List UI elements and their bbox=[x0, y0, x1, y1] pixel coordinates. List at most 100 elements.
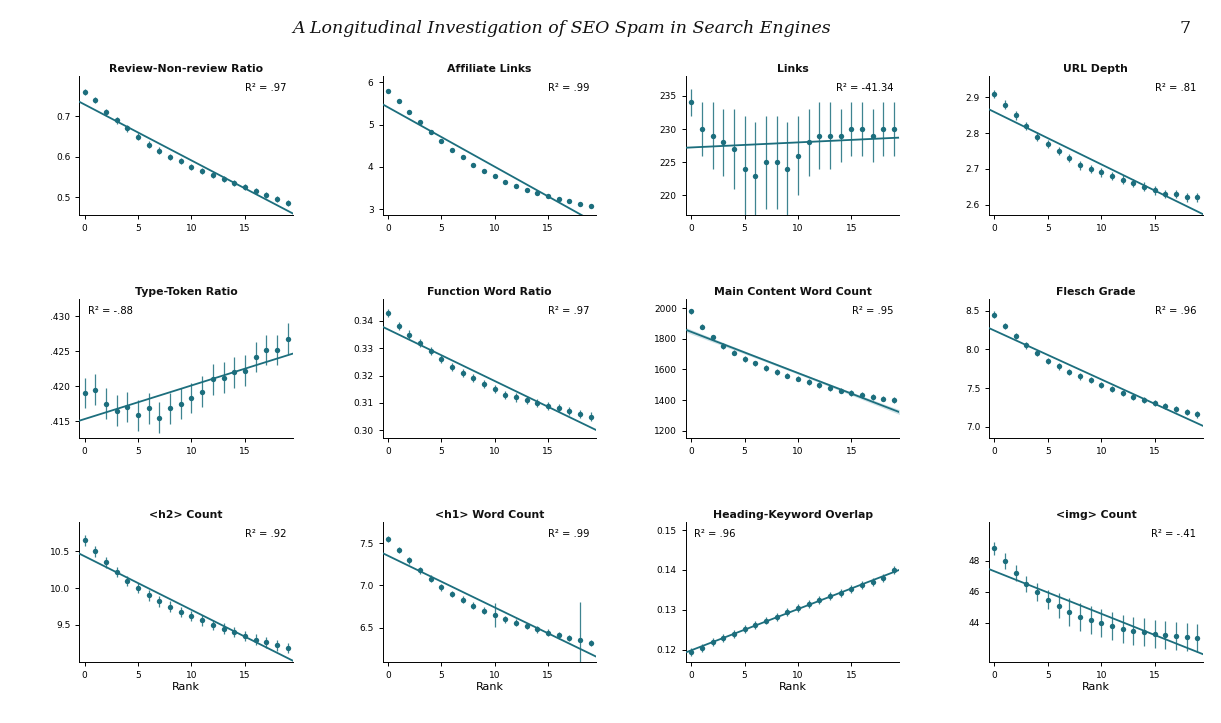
Text: R² = .96: R² = .96 bbox=[695, 529, 736, 539]
Title: <h1> Word Count: <h1> Word Count bbox=[435, 510, 545, 520]
Point bbox=[703, 637, 723, 649]
Point bbox=[245, 185, 265, 197]
Point bbox=[1145, 397, 1165, 408]
Point bbox=[735, 623, 755, 635]
Point bbox=[884, 564, 904, 576]
Point bbox=[527, 187, 547, 199]
Point bbox=[236, 181, 255, 193]
Point bbox=[388, 320, 408, 332]
Point bbox=[453, 367, 473, 379]
Point bbox=[117, 401, 137, 413]
Point bbox=[852, 390, 872, 401]
Point bbox=[442, 588, 462, 599]
Point bbox=[756, 362, 775, 374]
Point bbox=[799, 599, 818, 610]
Point bbox=[821, 591, 840, 602]
Title: Type-Token Ratio: Type-Token Ratio bbox=[134, 287, 238, 297]
Point bbox=[507, 392, 526, 403]
Point bbox=[1060, 153, 1079, 164]
Point bbox=[464, 159, 484, 171]
Point bbox=[778, 607, 797, 618]
Point bbox=[1103, 620, 1122, 632]
Point bbox=[884, 123, 904, 134]
Point bbox=[1177, 192, 1197, 203]
Point bbox=[1049, 145, 1068, 157]
Point bbox=[863, 576, 883, 588]
Point bbox=[256, 637, 276, 649]
Point bbox=[107, 405, 127, 416]
Point bbox=[756, 615, 775, 626]
Point bbox=[789, 150, 808, 161]
Point bbox=[581, 637, 601, 649]
Point bbox=[1177, 406, 1197, 418]
Point bbox=[107, 566, 127, 578]
Point bbox=[245, 634, 265, 646]
Point bbox=[139, 403, 159, 414]
Point bbox=[453, 152, 473, 163]
Title: Links: Links bbox=[777, 64, 808, 74]
Point bbox=[570, 635, 590, 646]
Point bbox=[507, 617, 526, 628]
Text: R² = .96: R² = .96 bbox=[1155, 306, 1197, 316]
Point bbox=[810, 130, 829, 142]
Point bbox=[245, 351, 265, 363]
Point bbox=[117, 123, 137, 134]
Point bbox=[832, 385, 851, 396]
Title: Review-Non-review Ratio: Review-Non-review Ratio bbox=[109, 64, 264, 74]
Point bbox=[1038, 594, 1057, 605]
Point bbox=[74, 535, 94, 547]
Point bbox=[767, 366, 786, 377]
Point bbox=[995, 555, 1015, 567]
Point bbox=[778, 163, 797, 175]
Text: R² = -41.34: R² = -41.34 bbox=[835, 83, 893, 93]
Point bbox=[746, 619, 766, 630]
Point bbox=[832, 587, 851, 599]
Point bbox=[193, 615, 212, 626]
Point bbox=[884, 394, 904, 406]
Point bbox=[485, 171, 504, 182]
Title: <img> Count: <img> Count bbox=[1055, 510, 1137, 520]
Point bbox=[527, 624, 547, 636]
Point bbox=[549, 630, 569, 641]
Point bbox=[1166, 188, 1186, 200]
Point bbox=[496, 176, 515, 187]
Point bbox=[1092, 617, 1111, 628]
Point bbox=[692, 642, 712, 654]
Title: Affiliate Links: Affiliate Links bbox=[447, 64, 531, 74]
Text: R² = -.41: R² = -.41 bbox=[1151, 529, 1197, 539]
Point bbox=[474, 605, 493, 617]
Point bbox=[756, 156, 775, 168]
Point bbox=[559, 406, 579, 417]
Point bbox=[85, 95, 105, 106]
Point bbox=[464, 372, 484, 384]
Point bbox=[874, 573, 894, 584]
Point bbox=[832, 130, 851, 142]
Point bbox=[193, 386, 212, 398]
Point bbox=[171, 155, 190, 166]
Title: Main Content Word Count: Main Content Word Count bbox=[714, 287, 872, 297]
Text: A Longitudinal Investigation of SEO Spam in Search Engines: A Longitudinal Investigation of SEO Spam… bbox=[292, 20, 832, 38]
Point bbox=[214, 623, 233, 634]
Point bbox=[399, 106, 419, 118]
Point bbox=[1123, 391, 1143, 403]
Point bbox=[193, 165, 212, 176]
Point bbox=[85, 384, 105, 395]
Point bbox=[1070, 160, 1089, 171]
Point bbox=[182, 392, 201, 403]
Point bbox=[171, 606, 190, 617]
Point bbox=[703, 130, 723, 142]
Point bbox=[1060, 606, 1079, 617]
Point bbox=[1188, 633, 1208, 644]
Point bbox=[150, 596, 170, 607]
Point bbox=[236, 630, 255, 641]
Point bbox=[379, 307, 398, 318]
Point bbox=[410, 116, 430, 128]
Point bbox=[96, 398, 116, 409]
Point bbox=[431, 581, 451, 593]
X-axis label: Rank: Rank bbox=[172, 683, 200, 693]
Point bbox=[203, 169, 222, 181]
Point bbox=[496, 614, 515, 625]
Point bbox=[267, 193, 287, 205]
Point bbox=[713, 340, 733, 351]
Point bbox=[1070, 371, 1089, 382]
